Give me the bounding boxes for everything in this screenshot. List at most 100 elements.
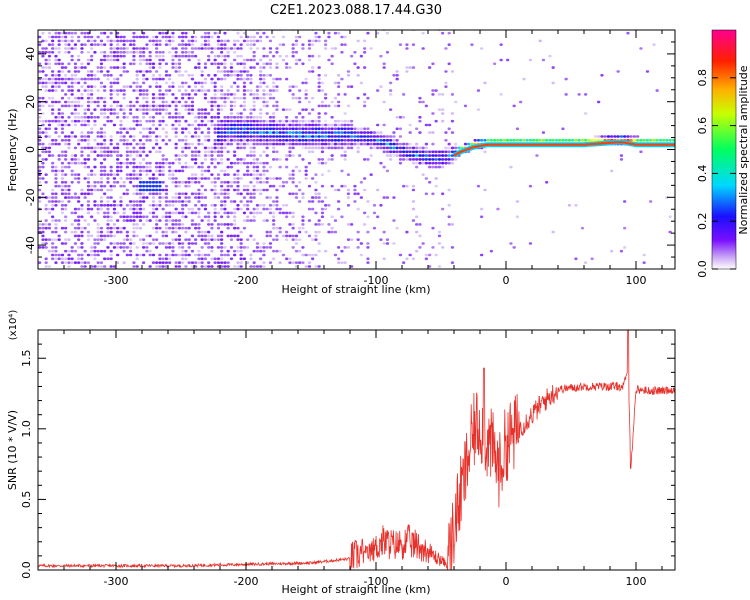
spectrogram-cell — [151, 181, 156, 184]
y-tick-label: -20 — [24, 188, 37, 206]
spectrogram-cell — [119, 177, 123, 180]
spectrogram-cell — [262, 204, 266, 207]
spectrogram-cell — [129, 100, 133, 104]
spectrogram-cell — [255, 142, 260, 146]
spectrogram-cell — [346, 204, 351, 207]
spectrogram-cell — [145, 139, 149, 142]
spectrogram-cell — [145, 43, 149, 46]
spectrogram-cell — [275, 207, 279, 211]
spectrogram-cell — [223, 207, 227, 211]
spectrogram-cell — [389, 135, 393, 138]
spectrogram-cell — [67, 200, 71, 203]
spectrogram-cell — [103, 85, 107, 88]
spectrogram-cell — [366, 131, 370, 134]
spectrogram-cell — [327, 142, 331, 146]
spectrogram-cell — [142, 238, 146, 241]
spectrogram-cell — [340, 135, 344, 138]
spectrogram-cell — [272, 238, 276, 241]
spectrogram-cell — [200, 253, 204, 257]
spectrogram-cell — [148, 131, 152, 134]
spectrogram-cell — [138, 196, 143, 199]
spectrogram-cell — [658, 139, 663, 142]
spectrogram-cell — [177, 119, 182, 123]
spectrogram-cell — [161, 139, 165, 142]
spectrogram-cell — [77, 70, 81, 73]
snr-frame — [37, 329, 676, 571]
spectrogram-cell — [252, 173, 256, 176]
spectrogram-cell — [135, 77, 139, 81]
spectrogram-cell — [60, 81, 65, 85]
spectrogram-cell — [346, 74, 351, 77]
spectrogram-cell — [291, 173, 295, 176]
spectrogram-cell — [73, 66, 78, 69]
spectrogram-cell — [444, 70, 448, 73]
spectrogram-cell — [54, 31, 58, 35]
spectrogram-cell — [200, 204, 204, 207]
spectrogram-cell — [268, 261, 273, 264]
spectrogram-cell — [155, 188, 159, 192]
spectrogram-cell — [148, 139, 152, 142]
spectrogram-cell — [197, 200, 201, 203]
spectrogram-cell — [213, 104, 217, 108]
spectrogram-cell — [109, 249, 113, 253]
spectrogram-cell — [301, 219, 305, 222]
spectrogram-cell — [246, 77, 250, 81]
spectrogram-cell — [408, 158, 412, 161]
spectrogram-cell — [70, 100, 74, 104]
spectrogram-cell — [168, 169, 172, 173]
spectrogram-cell — [129, 104, 133, 108]
spectrogram-cell — [272, 85, 276, 88]
spectrogram-cell — [242, 127, 247, 131]
spectrogram-cell — [265, 104, 269, 108]
spectrogram-cell — [151, 215, 156, 219]
spectrogram-cell — [184, 161, 188, 165]
spectrogram-cell — [171, 230, 175, 234]
spectrogram-cell — [90, 47, 94, 50]
spectrogram-cell — [382, 150, 386, 154]
spectrogram-cell — [51, 249, 55, 253]
spectrogram-cell — [47, 123, 52, 127]
spectrogram-cell — [164, 93, 169, 96]
spectrogram-cell — [242, 257, 247, 261]
spectrogram-cell — [223, 223, 227, 226]
spectrogram-cell — [80, 116, 84, 119]
spectrogram-cell — [187, 181, 191, 184]
spectrogram-cell — [437, 230, 442, 234]
spectrogram-cell — [187, 226, 191, 230]
spectrogram-cell — [171, 246, 175, 249]
spectrogram-cell — [207, 58, 211, 62]
spectrogram-cell — [210, 146, 214, 150]
spectrogram-cell — [431, 150, 435, 154]
spectrogram-cell — [268, 196, 273, 199]
spectrogram-cell — [229, 100, 234, 104]
spectrogram-cell — [288, 108, 292, 111]
spectrogram-cell — [226, 135, 230, 138]
spectrogram-cell — [77, 257, 81, 261]
spectrogram-cell — [265, 177, 269, 180]
spectrogram-cell — [434, 119, 438, 123]
spectrogram-cell — [161, 234, 165, 238]
spectrogram-cell — [64, 31, 68, 35]
spectrogram-cell — [77, 261, 81, 264]
spectrogram-cell — [41, 177, 45, 180]
spectrogram-cell — [525, 139, 529, 142]
spectrogram-cell — [67, 85, 71, 88]
spectrogram-cell — [73, 177, 78, 180]
spectrogram-cell — [636, 139, 640, 142]
spectrogram-cell — [291, 123, 295, 127]
spectrogram-cell — [252, 116, 256, 119]
spectrogram-cell — [226, 249, 230, 253]
spectrogram-cell — [138, 58, 143, 62]
spectrogram-cell — [135, 204, 139, 207]
spectrogram-cell — [450, 150, 455, 154]
spectrogram-cell — [64, 123, 68, 127]
spectrogram-cell — [655, 89, 659, 92]
spectrogram-cell — [145, 196, 149, 199]
spectrogram-cell — [106, 223, 110, 226]
spectrogram-cell — [493, 62, 497, 66]
spectrogram-cell — [145, 35, 149, 39]
spectrogram-cell — [405, 230, 409, 234]
x-tick-label: 0 — [503, 274, 510, 287]
spectrogram-cell — [129, 85, 133, 88]
